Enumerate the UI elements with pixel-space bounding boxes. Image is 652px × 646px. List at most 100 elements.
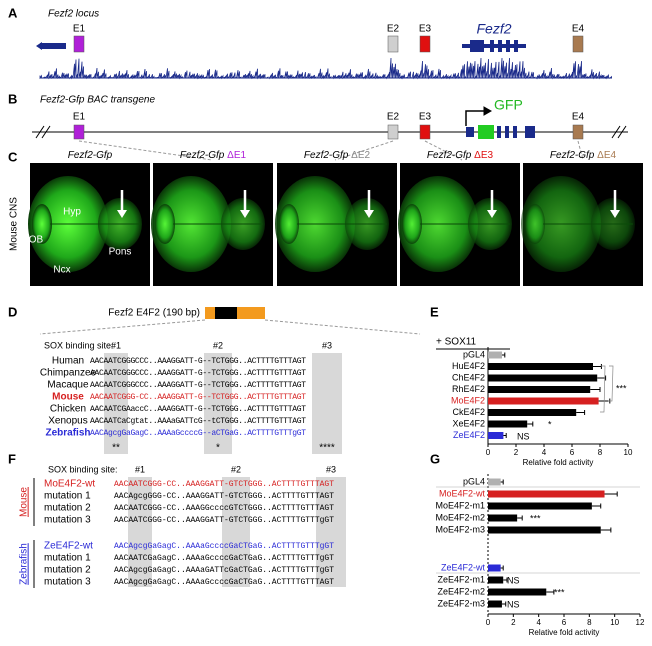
site-box bbox=[104, 353, 128, 454]
bar bbox=[488, 420, 528, 428]
category-label: pGL4 bbox=[463, 476, 485, 486]
annotation: NS bbox=[507, 599, 520, 609]
sig-bracket bbox=[608, 365, 614, 402]
arrow-head bbox=[487, 210, 497, 218]
site-box bbox=[204, 353, 232, 454]
category-label: MoE4F2-m3 bbox=[435, 524, 485, 534]
region-label: OB bbox=[29, 235, 44, 246]
bar bbox=[488, 374, 598, 382]
track-title: Fezf2 locus bbox=[48, 9, 99, 20]
bar bbox=[488, 432, 504, 439]
bar bbox=[488, 409, 577, 416]
side-label: Mouse CNS bbox=[9, 197, 20, 251]
panel-label: G bbox=[430, 451, 440, 466]
chart-title: + SOX11 bbox=[436, 337, 477, 348]
x-tick-label: 0 bbox=[486, 448, 491, 457]
site-number: #2 bbox=[231, 464, 241, 474]
x-tick-label: 12 bbox=[636, 618, 645, 627]
olfactory-bulb bbox=[402, 204, 422, 244]
panel-label: D bbox=[8, 304, 17, 319]
arrow-head bbox=[240, 210, 250, 218]
sequence: AACAgcgGaGagC..AAAaGccccGaCTGaG..ACTTTTG… bbox=[114, 578, 334, 587]
construct-name: mutation 1 bbox=[44, 553, 91, 564]
reporter-label: GFP bbox=[494, 97, 523, 113]
bar bbox=[488, 351, 502, 359]
construct-name: mutation 1 bbox=[44, 491, 91, 502]
panel-label: B bbox=[8, 91, 17, 106]
element-box bbox=[387, 124, 399, 140]
element-box bbox=[419, 35, 431, 53]
element-label: E3 bbox=[419, 112, 432, 123]
category-label: ZeE4F2 bbox=[453, 430, 485, 440]
panel-label: A bbox=[8, 5, 18, 20]
x-tick-label: 10 bbox=[610, 618, 619, 627]
site-box bbox=[312, 353, 342, 454]
sequence: AACAATCGGGCCC..AAAGGATT-G--TCTGGG..ACTTT… bbox=[90, 369, 306, 378]
site-box bbox=[316, 477, 346, 587]
species-name: Human bbox=[52, 356, 84, 367]
olfactory-bulb bbox=[155, 204, 175, 244]
panel-label: E bbox=[430, 304, 439, 319]
element-box bbox=[572, 124, 584, 140]
x-tick-label: 10 bbox=[624, 448, 633, 457]
category-label: MoE4F2-m2 bbox=[435, 512, 485, 522]
bar bbox=[488, 564, 501, 572]
region-label: Pons bbox=[109, 247, 132, 258]
bar bbox=[488, 386, 591, 393]
site-number: #3 bbox=[322, 340, 332, 350]
bar bbox=[488, 576, 504, 584]
element-box bbox=[572, 35, 584, 53]
arrow-head bbox=[364, 210, 374, 218]
element-box bbox=[387, 35, 399, 53]
category-label: ChE4F2 bbox=[452, 372, 485, 382]
image-title: Fezf2-Gfp ΔE1 bbox=[180, 150, 247, 161]
element-label: E4 bbox=[572, 112, 585, 123]
bar bbox=[488, 588, 547, 596]
sequence: AACAATCaCgtat..AAAaGATTcG--tCTGGG..ACTTT… bbox=[90, 417, 306, 426]
construct-name: ZeE4F2-wt bbox=[44, 541, 93, 552]
conservation-stars: **** bbox=[319, 443, 335, 454]
site-box bbox=[128, 477, 152, 587]
site-number: #1 bbox=[111, 340, 121, 350]
construct: Fezf2-Gfp bbox=[68, 150, 113, 161]
category-label: ZeE4F2-m3 bbox=[437, 598, 485, 608]
arrow-head bbox=[117, 210, 127, 218]
brain-image bbox=[275, 163, 397, 286]
region-label: Hyp bbox=[63, 207, 81, 218]
construct: Fezf2-Gfp bbox=[304, 150, 349, 161]
category-label: MoE4F2-m1 bbox=[435, 500, 485, 510]
bar bbox=[488, 490, 605, 498]
track-title: Fezf2-Gfp BAC transgene bbox=[40, 95, 155, 106]
sequence: AACAATCGGG-CC..AAAGGATT-GTCTGGG..ACTTTTG… bbox=[114, 516, 334, 525]
annotation: NS bbox=[517, 431, 530, 441]
sequence: AACAATCGGGCCC..AAAGGATT-G--TCTGGG..ACTTT… bbox=[90, 381, 306, 390]
sig-bracket bbox=[600, 365, 606, 413]
zoom bbox=[264, 319, 421, 335]
olfactory-bulb bbox=[32, 204, 52, 244]
bar bbox=[488, 478, 501, 486]
annotation: *** bbox=[554, 587, 565, 597]
bar bbox=[488, 502, 592, 510]
element-label: E1 bbox=[73, 112, 86, 123]
x-tick-label: 6 bbox=[570, 448, 575, 457]
deletion: ΔE2 bbox=[351, 150, 370, 161]
category-label: HuE4F2 bbox=[452, 361, 485, 371]
element-label: E2 bbox=[387, 24, 400, 35]
construct-name: MoE4F2-wt bbox=[44, 479, 95, 490]
category-label: ZeE4F2-m2 bbox=[437, 586, 485, 596]
image-title: Fezf2-Gfp ΔE2 bbox=[304, 150, 371, 161]
x-axis-label: Relative fold activity bbox=[529, 628, 600, 637]
olfactory-bulb bbox=[279, 204, 299, 244]
x-tick-label: 0 bbox=[486, 618, 491, 627]
image-title: Fezf2-Gfp ΔE3 bbox=[427, 150, 494, 161]
element-box bbox=[73, 124, 85, 140]
bar bbox=[488, 526, 601, 534]
transgene-track bbox=[32, 106, 628, 161]
category-label: MoE4F2 bbox=[451, 395, 485, 405]
construct-name: mutation 2 bbox=[44, 503, 91, 514]
gene-label: Fezf2 bbox=[476, 21, 511, 37]
category-label: MoE4F2-wt bbox=[439, 488, 486, 498]
x-tick-label: 8 bbox=[598, 448, 603, 457]
category-label: ZeE4F2-wt bbox=[441, 562, 486, 572]
